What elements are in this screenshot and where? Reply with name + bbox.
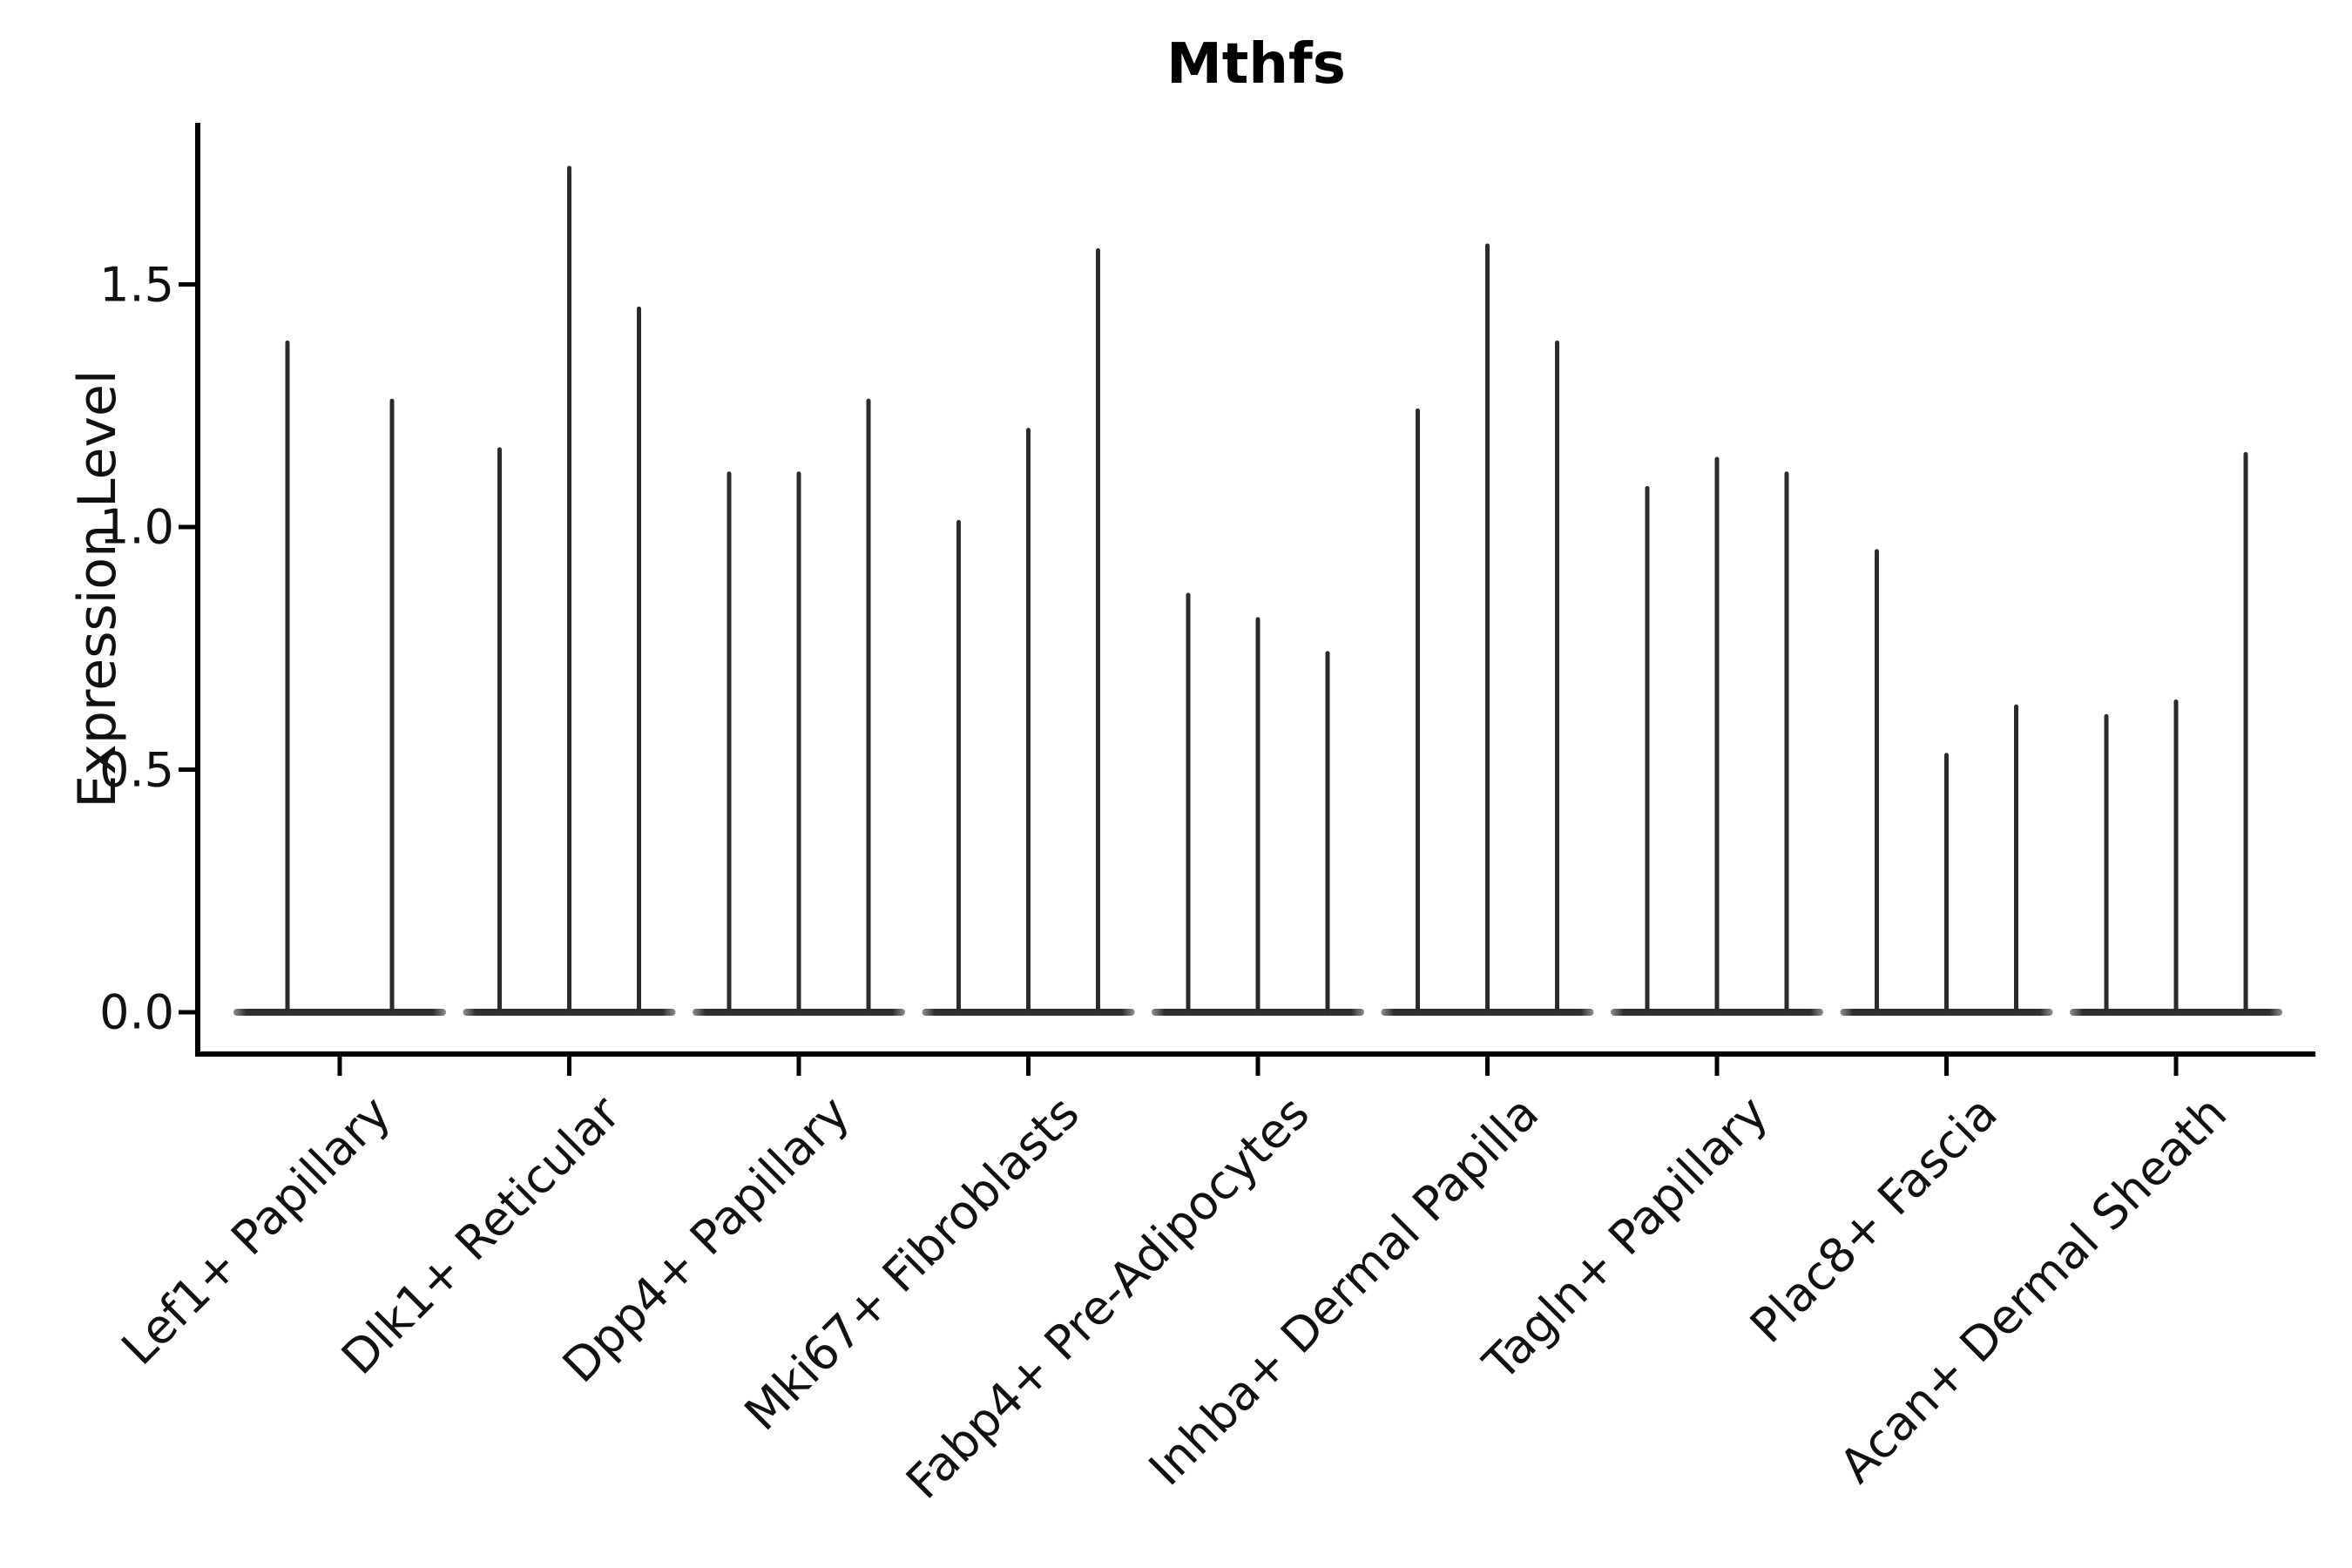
y-tick-label: 0.5 — [99, 742, 174, 797]
y-tick-label: 1.5 — [99, 257, 174, 312]
violin-group — [1381, 243, 1594, 1016]
violin-group — [1152, 592, 1364, 1016]
violin-group — [1611, 456, 1823, 1016]
violin-group — [1840, 549, 2053, 1016]
violin-group — [233, 340, 446, 1016]
violin-group — [922, 248, 1135, 1016]
y-tick-label: 0.0 — [99, 984, 174, 1040]
violin-group — [463, 166, 676, 1016]
violin-group — [693, 398, 905, 1016]
chart-title: Mthfs — [1166, 32, 1346, 97]
axes — [179, 123, 2315, 1076]
y-tick-label: 1.0 — [99, 499, 174, 555]
violin-group — [2070, 451, 2282, 1016]
violin-base — [233, 1009, 446, 1016]
violins — [233, 166, 2282, 1016]
